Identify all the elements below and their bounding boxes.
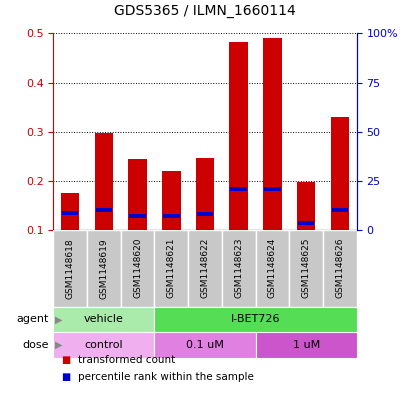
Bar [196, 212, 213, 216]
Bar [230, 187, 247, 191]
Bar [162, 171, 180, 230]
Text: 0.1 uM: 0.1 uM [186, 340, 223, 350]
Bar [53, 332, 154, 358]
Text: GSM1148620: GSM1148620 [133, 238, 142, 298]
Bar [62, 211, 78, 215]
Bar [221, 230, 255, 307]
Bar [195, 158, 214, 230]
Bar [95, 208, 112, 212]
Bar [289, 230, 322, 307]
Text: GSM1148622: GSM1148622 [200, 238, 209, 298]
Bar [322, 230, 356, 307]
Text: GSM1148625: GSM1148625 [301, 238, 310, 298]
Text: ▶: ▶ [55, 340, 63, 350]
Text: GDS5365 / ILMN_1660114: GDS5365 / ILMN_1660114 [114, 4, 295, 18]
Bar [229, 42, 247, 230]
Text: GSM1148621: GSM1148621 [166, 238, 175, 298]
Text: GSM1148623: GSM1148623 [234, 238, 243, 298]
Text: GSM1148626: GSM1148626 [335, 238, 344, 298]
Bar [255, 332, 356, 358]
Bar [154, 307, 356, 332]
Text: ▶: ▶ [55, 314, 63, 324]
Text: dose: dose [22, 340, 49, 350]
Bar [120, 230, 154, 307]
Bar [128, 159, 146, 230]
Bar [61, 193, 79, 230]
Bar [162, 214, 179, 218]
Bar [263, 187, 280, 191]
Bar [154, 332, 255, 358]
Text: agent: agent [17, 314, 49, 324]
Bar [188, 230, 221, 307]
Text: ■: ■ [61, 354, 71, 365]
Bar [263, 38, 281, 230]
Text: 1 uM: 1 uM [292, 340, 319, 350]
Bar [53, 230, 87, 307]
Bar [154, 230, 188, 307]
Bar [87, 230, 120, 307]
Bar [296, 182, 315, 230]
Text: vehicle: vehicle [84, 314, 124, 324]
Text: GSM1148619: GSM1148619 [99, 238, 108, 299]
Text: I-BET726: I-BET726 [230, 314, 280, 324]
Bar [53, 307, 154, 332]
Bar [129, 214, 146, 218]
Bar [94, 132, 113, 230]
Text: transformed count: transformed count [78, 354, 175, 365]
Bar [330, 117, 348, 230]
Text: GSM1148624: GSM1148624 [267, 238, 276, 298]
Bar [331, 208, 347, 212]
Text: GSM1148618: GSM1148618 [65, 238, 74, 299]
Bar [255, 230, 289, 307]
Text: percentile rank within the sample: percentile rank within the sample [78, 372, 253, 382]
Text: control: control [84, 340, 123, 350]
Text: ■: ■ [61, 372, 71, 382]
Bar [297, 220, 314, 224]
